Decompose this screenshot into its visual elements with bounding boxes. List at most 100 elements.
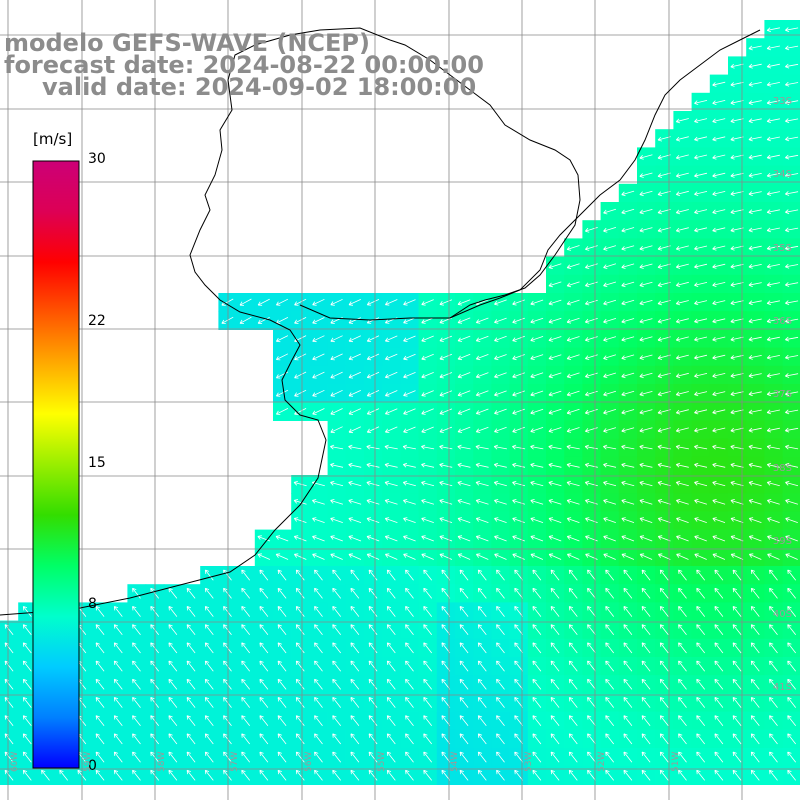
wind-arrow [750,751,760,763]
wind-arrow [259,678,269,690]
wind-arrow [603,517,616,523]
wind-arrow [368,678,378,690]
wind-arrow [568,569,578,581]
wind-arrow [566,390,580,397]
wind-arrow [512,354,525,361]
latitude-label: 33S [772,96,792,107]
wind-arrow [566,427,580,433]
wind-arrow [275,335,289,343]
wind-arrow [675,227,689,233]
wind-arrow [532,569,542,581]
wind-arrow [532,715,542,727]
wind-arrow [475,553,489,560]
wind-arrow [548,427,562,433]
wind-arrow [766,118,780,124]
wind-arrow [494,426,507,433]
wind-arrow [730,535,744,542]
wind-arrow [423,642,433,654]
wind-arrow [712,118,726,124]
wind-arrow [439,480,453,487]
wind-arrow [694,191,708,196]
wind-arrow [639,480,653,487]
wind-arrow [657,209,671,215]
wind-arrow [657,245,671,251]
wind-arrow [568,751,578,763]
wind-arrow [350,715,360,727]
wind-arrow [767,499,780,505]
wind-arrow [769,697,778,708]
wind-arrow [295,569,305,581]
wind-arrow [696,606,706,617]
wind-arrow [712,172,726,178]
wind-arrow [769,769,778,781]
wind-arrow [568,624,578,636]
wind-arrow [259,697,269,708]
wind-arrow [657,227,671,233]
wind-arrow [585,372,598,379]
wind-arrow [294,389,307,397]
wind-arrow [730,462,744,468]
wind-arrow [241,624,251,636]
wind-arrow [366,444,380,450]
wind-arrow [766,373,780,378]
wind-arrow [730,63,744,69]
latitude-label: 36S [772,315,792,327]
wind-arrow [621,245,635,251]
wind-arrow [384,553,398,560]
wind-arrow [696,660,706,672]
wind-arrow [168,642,178,654]
wind-arrow [785,391,799,397]
wind-arrow [657,300,671,306]
wind-arrow [714,715,724,727]
wind-arrow [696,769,706,781]
wind-arrow [330,389,343,397]
wind-arrow [312,408,325,415]
wind-arrow [621,390,635,397]
wind-arrow [204,697,214,708]
wind-arrow [386,624,396,636]
wind-arrow [366,353,380,361]
wind-arrow [330,335,343,343]
wind-arrow [787,733,797,745]
wind-arrow [457,408,471,415]
wind-arrow [295,642,305,654]
wind-arrow [730,209,744,215]
wind-arrow [423,733,433,745]
wind-arrow [712,318,726,324]
wind-arrow [694,318,708,324]
longitude-label: 60W [10,751,20,772]
wind-arrow [657,480,671,487]
wind-cell [291,384,310,403]
wind-arrow [641,751,651,763]
wind-arrow [766,444,780,450]
wind-arrow [350,606,360,617]
wind-arrow [168,697,178,708]
wind-arrow [748,245,762,251]
wind-arrow [332,587,342,599]
wind-arrow [712,263,726,269]
latitude-label: 38S [772,462,792,474]
wind-arrow [603,535,616,542]
wind-arrow [366,390,380,397]
wind-arrow [514,587,524,599]
wind-arrow [714,660,724,672]
wind-arrow [350,697,360,708]
wind-arrow [368,569,378,581]
wind-cell [782,493,800,512]
wind-arrow [587,569,596,581]
wind-arrow [785,535,798,542]
wind-arrow [186,751,196,763]
wind-arrow [585,409,598,415]
wind-arrow [675,462,689,468]
wind-arrow [639,172,653,178]
wind-arrow [441,715,451,727]
wind-arrow [441,678,451,690]
wind-cell [782,584,800,603]
wind-arrow [785,209,799,215]
wind-arrow [585,245,598,251]
wind-cell [782,729,800,749]
wind-arrow [730,263,744,269]
wind-arrow [223,678,232,690]
wind-arrow [314,624,323,636]
wind-arrow [657,172,671,178]
